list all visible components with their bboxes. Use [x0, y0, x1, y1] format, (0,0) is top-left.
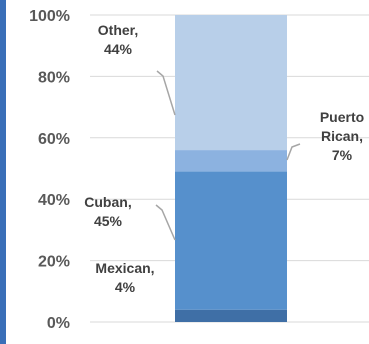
bar-segment-puerto-rican — [175, 150, 287, 172]
data-label-line: 44% — [104, 41, 133, 57]
bar-segment-other — [175, 15, 287, 151]
bar-segment-mexican — [175, 309, 287, 322]
data-label-other: Other, 44% — [98, 22, 138, 57]
bar-segment-cuban — [175, 171, 287, 310]
data-label-line: Cuban, — [84, 194, 131, 210]
y-tick-label: 20% — [38, 254, 70, 271]
y-tick-label: 60% — [38, 131, 70, 148]
data-label-line: 4% — [115, 279, 136, 295]
y-tick-label: 80% — [38, 69, 70, 86]
data-label-line: Puerto — [320, 109, 364, 125]
data-label-puerto-rican: Puerto Rican, 7% — [320, 109, 364, 163]
leader-line-puerto-rican — [286, 143, 301, 161]
y-tick-label: 40% — [38, 192, 70, 209]
data-label-line: 7% — [332, 147, 353, 163]
leader-line-cuban — [155, 204, 176, 241]
y-tick-label: 0% — [47, 315, 70, 332]
leader-line-other — [156, 70, 176, 116]
y-tick-label: 100% — [29, 8, 70, 25]
data-label-line: Mexican, — [95, 260, 154, 276]
data-label-line: 45% — [94, 213, 123, 229]
data-label-line: Other, — [98, 22, 138, 38]
data-label-cuban: Cuban, 45% — [84, 194, 131, 229]
data-label-line: Rican, — [321, 128, 363, 144]
data-label-mexican: Mexican, 4% — [95, 260, 154, 295]
